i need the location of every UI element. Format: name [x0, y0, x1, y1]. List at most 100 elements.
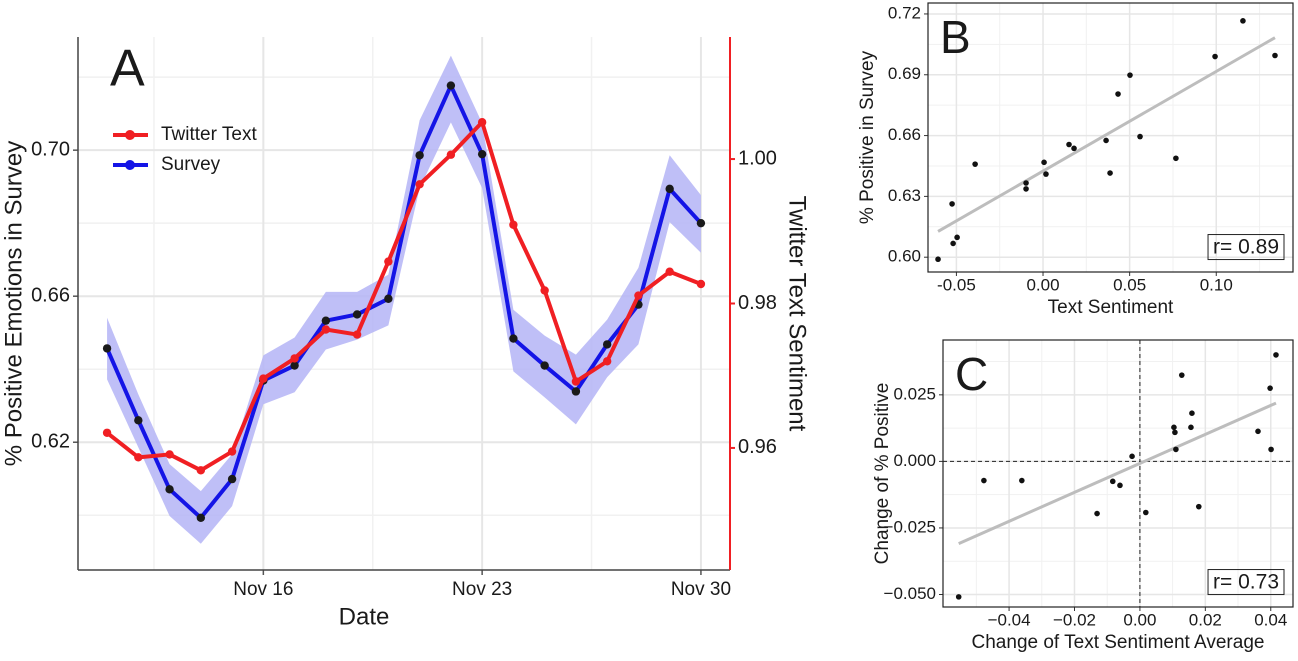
point	[665, 267, 674, 276]
x-axis-title: Change of Text Sentiment Average	[972, 632, 1265, 653]
y-tick-label: 0.70	[31, 138, 70, 160]
y-tick-label: 0.025	[893, 384, 936, 403]
point	[1272, 52, 1278, 59]
x-tick-label: Nov 16	[233, 579, 293, 600]
x-tick-label: 0.05	[1113, 275, 1146, 294]
point	[696, 218, 706, 228]
point	[165, 485, 174, 494]
point	[1127, 72, 1133, 78]
point	[1189, 410, 1195, 417]
point	[384, 294, 393, 303]
y2-tick-label: 0.96	[738, 436, 777, 458]
y2-axis-title: Twitter Text Sentiment	[784, 196, 811, 432]
point	[1188, 424, 1194, 431]
point	[1267, 385, 1273, 391]
x-tick-label: Nov 23	[452, 579, 512, 600]
y-tick-label: −0.025	[884, 517, 936, 536]
point	[227, 474, 237, 484]
point	[321, 316, 331, 325]
fit-line	[958, 401, 1277, 546]
y2-tick-label: 1.00	[738, 147, 777, 169]
panel-label: A	[110, 40, 145, 98]
point	[1066, 141, 1072, 148]
x-tick-label: 0.04	[1254, 610, 1287, 629]
y-tick-label: 0.66	[31, 284, 70, 306]
point	[571, 377, 581, 386]
point	[1173, 155, 1179, 162]
point	[352, 310, 362, 319]
point	[259, 374, 268, 383]
point	[602, 340, 612, 349]
x-axis-title: Text Sentiment	[1048, 297, 1174, 318]
point	[227, 447, 237, 456]
annotation-box	[1207, 569, 1285, 596]
point	[134, 453, 143, 462]
point	[1129, 453, 1135, 460]
point	[446, 81, 456, 90]
point	[949, 201, 955, 207]
series-line	[105, 120, 702, 473]
point	[1109, 478, 1116, 485]
panel-label: C	[955, 348, 988, 400]
y-tick-label: 0.63	[888, 186, 921, 205]
point	[1115, 91, 1121, 97]
point	[102, 344, 112, 353]
y-tick-label: 0.60	[888, 247, 921, 266]
point	[196, 513, 206, 522]
point	[509, 220, 518, 229]
panel-border	[942, 339, 1294, 608]
y-axis-title: Change of % Positive	[872, 383, 893, 565]
point	[1255, 428, 1261, 435]
y-tick-label: 0.000	[893, 451, 936, 470]
point	[1273, 352, 1279, 358]
point	[1172, 429, 1178, 436]
point	[1178, 372, 1185, 378]
point	[954, 234, 960, 241]
point	[509, 334, 518, 343]
y-axis-title: % Positive Emotions in Survey	[0, 141, 27, 466]
point	[540, 361, 549, 370]
point	[134, 416, 143, 425]
point	[665, 184, 674, 194]
fit-line	[937, 36, 1276, 233]
point	[1137, 133, 1143, 140]
annotation: r= 0.89	[1213, 236, 1279, 259]
annotation-box	[1207, 234, 1285, 261]
y-axis-title: % Positive in Survey	[857, 50, 878, 224]
point	[602, 357, 612, 366]
point	[1268, 446, 1274, 453]
point	[950, 240, 956, 247]
point	[446, 150, 456, 159]
point	[1173, 446, 1179, 453]
x-tick-label: 0.10	[1200, 275, 1233, 294]
point	[1043, 171, 1049, 177]
point	[290, 361, 299, 370]
point	[290, 354, 299, 363]
point	[415, 151, 424, 160]
x-tick-label: −0.02	[1053, 610, 1096, 629]
point	[1107, 170, 1113, 176]
point	[1212, 53, 1218, 60]
y-tick-label: 0.62	[31, 431, 70, 453]
x-tick-label: 0.02	[1189, 610, 1222, 629]
point	[935, 256, 941, 263]
x-tick-label: -0.05	[937, 275, 976, 294]
point	[981, 477, 987, 484]
legend-marker	[125, 130, 135, 140]
y-tick-label: 0.66	[888, 125, 921, 144]
point	[1117, 482, 1123, 489]
y-tick-label: 0.69	[888, 64, 921, 83]
x-tick-label: Nov 30	[671, 579, 731, 600]
point	[1019, 477, 1025, 484]
y-tick-label: 0.72	[888, 3, 921, 22]
x-tick-label: 0.00	[1123, 610, 1156, 629]
point	[1094, 510, 1100, 517]
point	[540, 286, 549, 295]
y2-tick-label: 0.98	[738, 292, 777, 314]
point	[1071, 145, 1077, 152]
point	[696, 279, 706, 289]
panel-border	[927, 2, 1294, 273]
confidence-band	[107, 55, 701, 544]
point	[196, 466, 206, 475]
